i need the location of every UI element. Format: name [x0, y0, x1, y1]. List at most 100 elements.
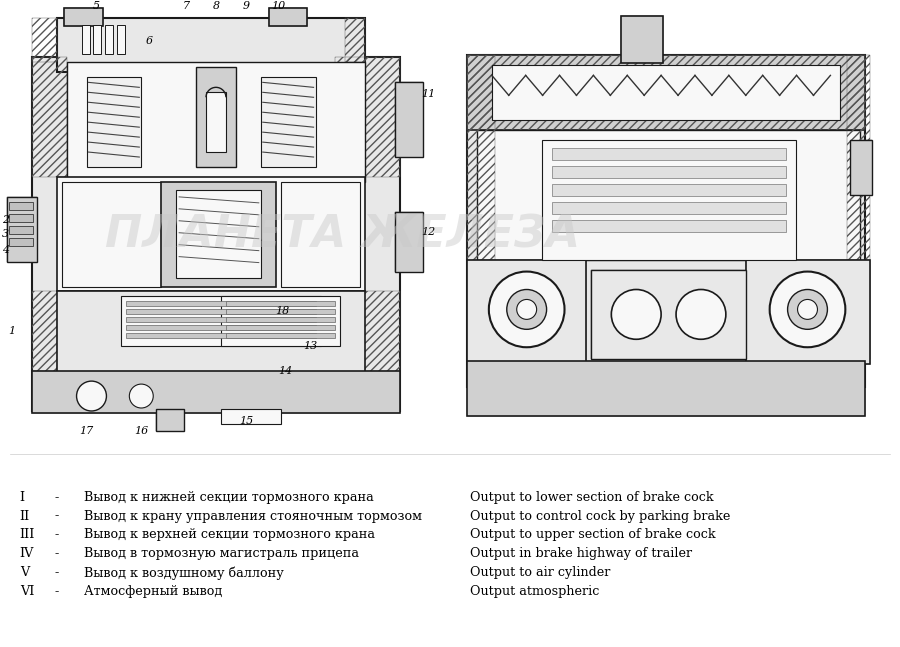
- Text: 16: 16: [134, 426, 148, 436]
- Text: Вывод к верхней секции тормозного крана: Вывод к верхней секции тормозного крана: [84, 529, 374, 542]
- Bar: [126, 333, 316, 338]
- Text: -: -: [55, 566, 58, 579]
- Text: Output to air cylinder: Output to air cylinder: [470, 566, 610, 579]
- Bar: [82, 25, 89, 54]
- Bar: [176, 190, 261, 278]
- Bar: [126, 302, 316, 307]
- Circle shape: [507, 289, 546, 329]
- Text: Вывод к крану управления стояночным тормозом: Вывод к крану управления стояночным торм…: [84, 510, 421, 523]
- Bar: [7, 197, 37, 261]
- Text: 9: 9: [242, 1, 249, 11]
- Text: 2: 2: [3, 215, 9, 225]
- Bar: [57, 292, 365, 411]
- Bar: [86, 78, 141, 167]
- Text: Output in brake highway of trailer: Output in brake highway of trailer: [470, 547, 692, 560]
- Text: 15: 15: [238, 416, 253, 426]
- Text: -: -: [55, 490, 58, 503]
- Bar: [14, 10, 417, 427]
- Bar: [621, 16, 663, 63]
- Bar: [126, 318, 316, 322]
- Bar: [9, 237, 32, 246]
- Bar: [157, 409, 184, 431]
- Bar: [746, 259, 870, 364]
- Bar: [7, 197, 37, 261]
- Text: IV: IV: [20, 547, 34, 560]
- Text: Вывод к воздушному баллону: Вывод к воздушному баллону: [84, 566, 284, 580]
- Text: I: I: [20, 490, 25, 503]
- Text: III: III: [20, 529, 35, 542]
- Bar: [360, 292, 400, 411]
- Bar: [346, 17, 365, 63]
- Text: 8: 8: [212, 1, 220, 11]
- Bar: [94, 25, 102, 54]
- Bar: [621, 16, 663, 63]
- Circle shape: [130, 384, 153, 408]
- Bar: [269, 8, 307, 26]
- Bar: [477, 130, 860, 259]
- Bar: [395, 212, 423, 272]
- Bar: [281, 182, 360, 287]
- Bar: [9, 226, 32, 234]
- Bar: [395, 82, 423, 157]
- Bar: [206, 93, 226, 152]
- Circle shape: [797, 300, 817, 320]
- Text: 1: 1: [8, 326, 15, 336]
- Bar: [67, 63, 365, 182]
- Bar: [226, 318, 336, 322]
- Bar: [9, 202, 32, 210]
- Bar: [157, 409, 184, 431]
- Bar: [281, 182, 299, 287]
- Circle shape: [489, 272, 564, 347]
- Bar: [467, 259, 587, 364]
- Circle shape: [611, 289, 662, 339]
- Bar: [542, 140, 796, 259]
- Text: Output to upper section of brake cock: Output to upper section of brake cock: [470, 529, 716, 542]
- Text: II: II: [20, 510, 30, 523]
- Bar: [746, 259, 870, 364]
- Text: Output atmospheric: Output atmospheric: [470, 586, 599, 598]
- Text: 14: 14: [279, 366, 292, 376]
- Text: -: -: [55, 510, 58, 523]
- Bar: [467, 56, 865, 387]
- Text: VI: VI: [20, 586, 34, 598]
- Circle shape: [788, 289, 827, 329]
- Bar: [57, 17, 365, 72]
- Bar: [105, 25, 113, 54]
- Bar: [467, 361, 865, 416]
- Bar: [117, 25, 125, 54]
- Bar: [462, 10, 875, 427]
- Circle shape: [770, 272, 845, 347]
- Text: Вывод к нижней секции тормозного крана: Вывод к нижней секции тормозного крана: [84, 490, 373, 503]
- Bar: [9, 214, 32, 222]
- Bar: [126, 309, 316, 314]
- Bar: [64, 8, 104, 26]
- Bar: [269, 8, 307, 26]
- Text: V: V: [20, 566, 29, 579]
- Text: 18: 18: [275, 307, 290, 316]
- Bar: [850, 140, 872, 195]
- Text: -: -: [55, 586, 58, 598]
- Bar: [32, 58, 400, 411]
- Bar: [226, 302, 336, 307]
- Bar: [126, 325, 316, 331]
- Circle shape: [676, 289, 725, 339]
- Bar: [143, 182, 161, 287]
- Bar: [847, 56, 870, 359]
- Bar: [196, 67, 236, 167]
- Text: Атмосферный вывод: Атмосферный вывод: [84, 586, 221, 598]
- Bar: [32, 292, 57, 411]
- Bar: [122, 296, 320, 346]
- Text: 17: 17: [79, 426, 94, 436]
- Bar: [591, 270, 746, 359]
- Bar: [336, 58, 400, 177]
- Bar: [32, 371, 400, 413]
- Bar: [57, 177, 365, 292]
- Bar: [32, 58, 67, 177]
- Bar: [226, 309, 336, 314]
- Text: 10: 10: [272, 1, 286, 11]
- Bar: [591, 270, 746, 359]
- Bar: [61, 182, 161, 287]
- Bar: [221, 296, 340, 346]
- Bar: [221, 409, 281, 424]
- Bar: [467, 56, 865, 130]
